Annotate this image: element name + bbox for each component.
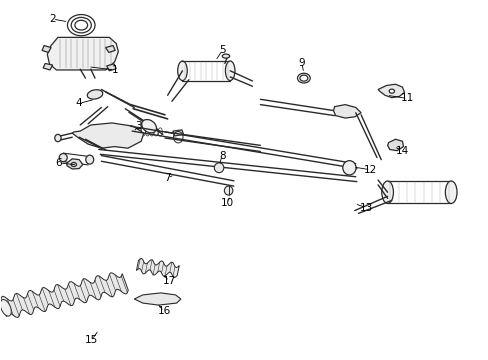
Text: 3: 3 — [135, 121, 142, 131]
PathPatch shape — [134, 293, 181, 305]
Text: 17: 17 — [163, 276, 176, 286]
PathPatch shape — [72, 123, 143, 148]
Ellipse shape — [55, 134, 61, 142]
PathPatch shape — [0, 273, 128, 318]
Ellipse shape — [222, 54, 229, 58]
PathPatch shape — [43, 63, 53, 70]
PathPatch shape — [106, 64, 116, 71]
PathPatch shape — [377, 84, 404, 98]
Ellipse shape — [85, 155, 94, 164]
Text: 11: 11 — [400, 94, 413, 103]
Text: 8: 8 — [219, 150, 225, 161]
Text: 10: 10 — [221, 198, 234, 208]
Ellipse shape — [225, 61, 234, 81]
PathPatch shape — [136, 258, 179, 278]
Ellipse shape — [445, 181, 456, 203]
Text: 13: 13 — [359, 203, 372, 213]
Text: 9: 9 — [298, 58, 305, 68]
Ellipse shape — [342, 161, 355, 175]
Ellipse shape — [0, 300, 11, 316]
Text: 4: 4 — [76, 98, 82, 108]
Text: 12: 12 — [363, 165, 377, 175]
Text: 5: 5 — [219, 45, 225, 55]
PathPatch shape — [67, 159, 82, 169]
Ellipse shape — [71, 162, 76, 167]
PathPatch shape — [105, 45, 115, 53]
Ellipse shape — [59, 153, 67, 162]
PathPatch shape — [42, 45, 51, 53]
PathPatch shape — [333, 105, 360, 118]
Ellipse shape — [388, 89, 394, 93]
Text: 7: 7 — [164, 173, 171, 183]
Text: 2: 2 — [49, 14, 56, 24]
Ellipse shape — [224, 186, 232, 195]
PathPatch shape — [47, 37, 118, 70]
Ellipse shape — [142, 120, 156, 133]
Ellipse shape — [177, 61, 187, 81]
PathPatch shape — [173, 130, 183, 136]
Ellipse shape — [214, 163, 224, 173]
Text: 6: 6 — [56, 158, 62, 168]
Text: 15: 15 — [85, 335, 98, 345]
PathPatch shape — [387, 139, 403, 150]
Text: 16: 16 — [157, 306, 170, 316]
Ellipse shape — [87, 90, 102, 99]
Text: 1: 1 — [111, 65, 118, 75]
Ellipse shape — [381, 181, 393, 203]
Text: 14: 14 — [395, 146, 408, 156]
